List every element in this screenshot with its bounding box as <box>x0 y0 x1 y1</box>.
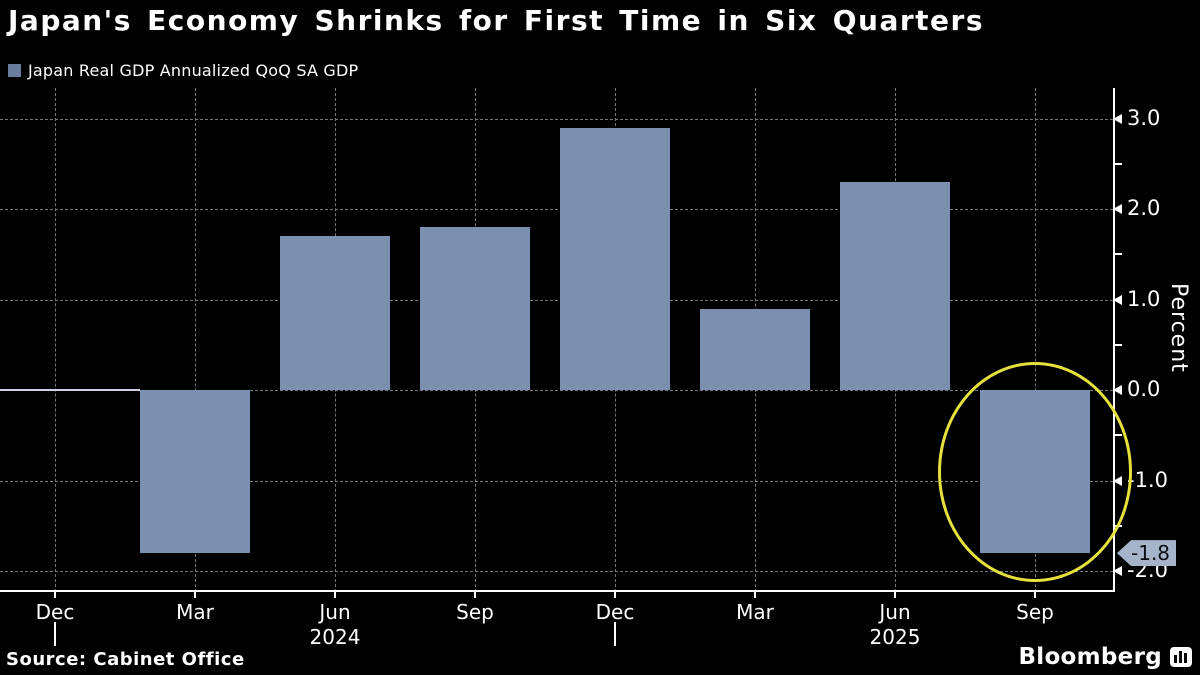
x-year-label: 2024 <box>309 625 361 649</box>
chart-title: Japan's Economy Shrinks for First Time i… <box>8 4 985 37</box>
highlight-circle <box>938 361 1132 582</box>
y-tick-label: -1.0 <box>1127 467 1168 492</box>
bar-mar-2024 <box>140 390 250 554</box>
x-year-separator-tick <box>614 622 616 646</box>
legend-label: Japan Real GDP Annualized QoQ SA GDP <box>28 61 359 80</box>
bar-dec-2024 <box>560 127 670 391</box>
x-tick <box>194 592 196 598</box>
legend: Japan Real GDP Annualized QoQ SA GDP <box>8 61 358 80</box>
source-note: Source: Cabinet Office <box>6 649 245 670</box>
x-tick <box>894 592 896 598</box>
y-tick-minor <box>1113 253 1122 256</box>
y-tick-label: 0.0 <box>1127 377 1161 402</box>
x-year-label: 2025 <box>869 625 921 649</box>
x-tick-label: Jun <box>879 600 911 624</box>
x-tick <box>474 592 476 598</box>
zero-baseline-segment <box>0 389 140 392</box>
x-tick <box>1034 592 1036 598</box>
x-axis-line <box>0 590 1115 592</box>
brand-footer: Bloomberg <box>1018 644 1192 670</box>
y-tick-arrow <box>1113 204 1122 215</box>
bloomberg-logo-icon <box>1170 647 1192 667</box>
gridline-horizontal <box>0 571 1113 573</box>
x-tick-label: Sep <box>1016 600 1054 624</box>
bar-jun-2025 <box>840 182 950 391</box>
x-tick <box>754 592 756 598</box>
x-tick <box>614 592 616 598</box>
x-year-separator-tick <box>54 622 56 646</box>
y-tick-arrow <box>1113 385 1122 396</box>
bar-mar-2025 <box>700 308 810 391</box>
x-tick-label: Sep <box>456 600 494 624</box>
y-tick-arrow <box>1113 294 1122 305</box>
gridline-horizontal <box>0 118 1113 120</box>
gridline-horizontal <box>0 299 1113 301</box>
gridline-horizontal <box>0 209 1113 211</box>
x-tick-label: Mar <box>736 600 774 624</box>
x-tick-label: Mar <box>176 600 214 624</box>
gridline-horizontal <box>0 480 1113 482</box>
x-tick <box>54 592 56 598</box>
y-tick-minor <box>1113 343 1122 346</box>
x-tick-label: Dec <box>595 600 635 624</box>
y-tick-arrow <box>1113 566 1122 577</box>
legend-swatch <box>8 64 21 77</box>
x-tick-label: Dec <box>35 600 75 624</box>
last-value-tag: -1.8 <box>1117 540 1177 567</box>
bloomberg-wordmark: Bloomberg <box>1018 644 1162 670</box>
gridline-vertical <box>55 88 56 592</box>
x-tick-label: Jun <box>319 600 351 624</box>
y-tick-arrow <box>1113 113 1122 124</box>
x-tick <box>334 592 336 598</box>
gridline-vertical <box>1035 88 1036 592</box>
y-tick-label: 3.0 <box>1127 105 1161 130</box>
y-tick-minor <box>1113 163 1122 165</box>
y-tick-label: 1.0 <box>1127 286 1161 311</box>
plot-area: -1.8 3.0 2.0 1.0 0.0 -1.0 -2.0 Dec Mar Jun Sep Dec… <box>0 88 1177 649</box>
gridline-vertical <box>195 88 196 592</box>
y-axis-title: Percent <box>1166 283 1191 373</box>
y-tick-label: 2.0 <box>1127 196 1161 221</box>
gridline-horizontal <box>0 390 1113 392</box>
bar-sep-2024 <box>420 227 530 391</box>
y-axis-line <box>1113 88 1115 592</box>
bar-jun-2024 <box>280 236 390 391</box>
